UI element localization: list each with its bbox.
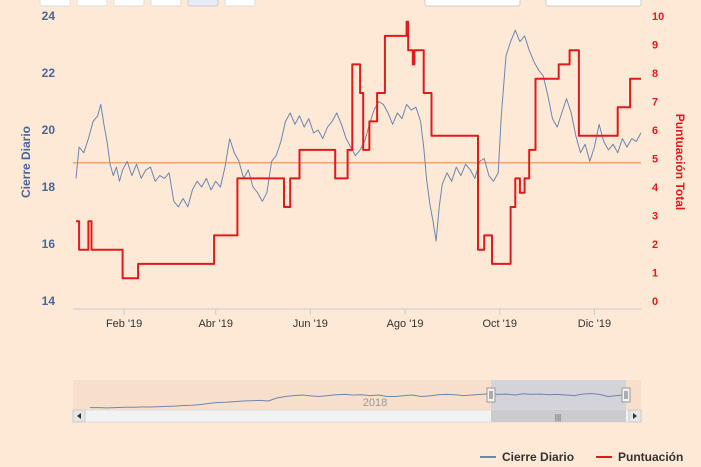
- series-line-puntuacion[interactable]: [76, 20, 641, 280]
- x-tick-label: Dic '19: [578, 318, 611, 330]
- right-y-ticks: 0 1 2 3 4 5 6 7 8 9 10: [652, 11, 664, 308]
- legend-item-cierre[interactable]: Cierre Diario: [502, 450, 574, 464]
- right-tick-label: 5: [652, 154, 658, 166]
- navigator: 2018: [73, 380, 641, 410]
- x-tick-label: Jun '19: [293, 318, 328, 330]
- x-tick-label: Abr '19: [198, 318, 233, 330]
- left-axis-title: Cierre Diario: [19, 126, 33, 198]
- series-line-cierre-diario[interactable]: [75, 29, 642, 242]
- scroll-left-arrow-icon: [77, 413, 81, 419]
- range-button-5[interactable]: [187, 0, 219, 7]
- right-tick-label: 7: [652, 97, 658, 109]
- right-tick-label: 8: [652, 68, 658, 80]
- legend: Cierre Diario Puntuación: [480, 450, 683, 464]
- left-tick-label: 20: [42, 123, 56, 137]
- left-tick-label: 22: [42, 66, 56, 80]
- date-input-to[interactable]: [545, 0, 642, 7]
- range-button-4[interactable]: [150, 0, 182, 7]
- scrollbar: |||: [72, 409, 642, 423]
- right-axis-title: Puntuación Total: [673, 114, 687, 210]
- right-tick-label: 10: [652, 11, 664, 23]
- right-tick-label: 3: [652, 211, 658, 223]
- x-ticks: Feb '19 Abr '19 Jun '19 Ago '19 Oct '19 Dic '…: [106, 309, 611, 330]
- left-tick-label: 16: [42, 237, 56, 251]
- right-tick-label: 0: [652, 296, 658, 308]
- range-button-1[interactable]: [39, 0, 71, 7]
- right-tick-label: 1: [652, 268, 658, 280]
- left-tick-label: 24: [42, 9, 56, 23]
- scrollbar-grip: |||: [555, 413, 561, 422]
- left-y-ticks: 14 16 18 20 22 24: [42, 9, 56, 308]
- x-tick-label: Oct '19: [482, 318, 517, 330]
- x-tick-label: Ago '19: [387, 318, 424, 330]
- navigator-year-label: 2018: [363, 397, 387, 409]
- range-button-2[interactable]: [76, 0, 108, 7]
- date-input-from[interactable]: [424, 0, 521, 7]
- right-tick-label: 4: [652, 182, 659, 194]
- legend-item-puntuacion[interactable]: Puntuación: [618, 450, 683, 464]
- right-tick-label: 9: [652, 40, 658, 52]
- navigator-handle-right[interactable]: [621, 387, 631, 403]
- x-tick-label: Feb '19: [106, 318, 142, 330]
- left-tick-label: 14: [42, 294, 56, 308]
- right-tick-label: 6: [652, 125, 658, 137]
- range-button-3[interactable]: [113, 0, 145, 7]
- right-tick-label: 2: [652, 239, 658, 251]
- navigator-handle-left[interactable]: [486, 387, 496, 403]
- left-tick-label: 18: [42, 180, 56, 194]
- scroll-right-arrow-icon: [633, 413, 637, 419]
- range-selector: [39, 0, 642, 7]
- range-button-6[interactable]: [224, 0, 256, 7]
- series-group: [75, 20, 642, 280]
- navigator-series: [90, 392, 626, 409]
- scrollbar-thumb[interactable]: [491, 410, 626, 422]
